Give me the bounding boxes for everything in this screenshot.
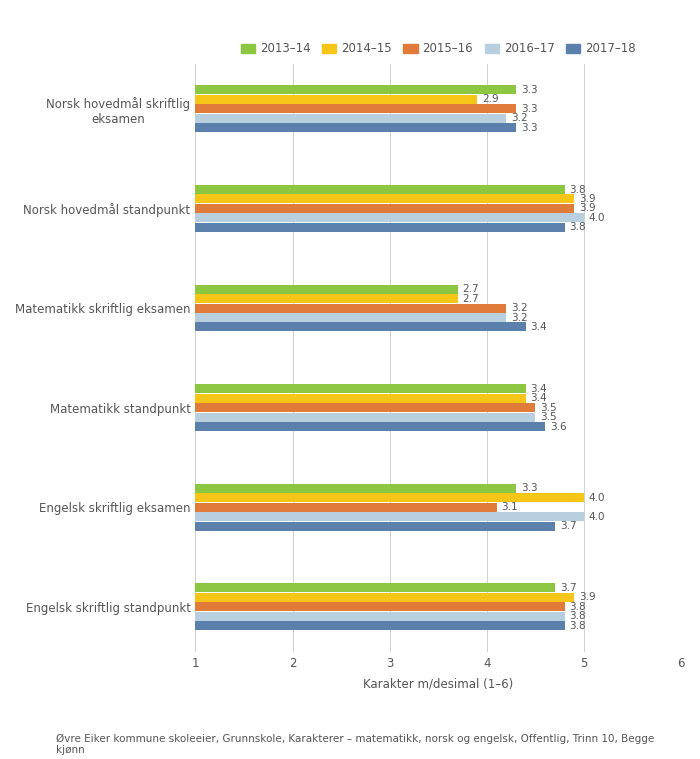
Text: 4.0: 4.0 [589,512,606,521]
Text: 3.5: 3.5 [540,402,557,413]
X-axis label: Karakter m/desimal (1–6): Karakter m/desimal (1–6) [363,678,513,691]
Bar [195,223,565,231]
Text: 3.7: 3.7 [560,583,576,593]
Legend: 2013–14, 2014–15, 2015–16, 2016–17, 2017–18: 2013–14, 2014–15, 2015–16, 2016–17, 2017… [236,38,640,60]
Bar [195,123,516,132]
Text: 3.4: 3.4 [531,322,547,332]
Bar [195,512,584,521]
Bar [195,593,575,602]
Text: 3.3: 3.3 [521,104,538,114]
Text: 3.9: 3.9 [579,592,596,603]
Text: 2.7: 2.7 [463,284,480,294]
Bar [195,304,506,313]
Bar [195,521,555,531]
Bar [195,204,575,213]
Text: 3.7: 3.7 [560,521,576,531]
Bar [195,483,516,493]
Bar [195,294,458,303]
Bar [195,394,526,403]
Text: 3.3: 3.3 [521,123,538,133]
Text: 4.0: 4.0 [589,493,606,502]
Text: 4.0: 4.0 [589,213,606,223]
Text: 3.3: 3.3 [521,483,538,493]
Bar [195,104,516,113]
Text: 3.8: 3.8 [570,184,586,194]
Text: 3.8: 3.8 [570,222,586,232]
Text: 3.4: 3.4 [531,384,547,394]
Bar [195,384,526,393]
Bar [195,95,477,104]
Bar [195,422,545,431]
Text: 3.2: 3.2 [511,303,528,313]
Bar [195,584,555,593]
Text: 2.9: 2.9 [482,94,498,105]
Bar [195,612,565,621]
Bar [195,114,506,123]
Bar [195,185,565,194]
Bar [195,622,565,630]
Bar [195,493,584,502]
Text: 3.4: 3.4 [531,393,547,403]
Text: 3.9: 3.9 [579,194,596,204]
Bar [195,285,458,294]
Text: 3.2: 3.2 [511,313,528,323]
Bar [195,413,536,421]
Text: 3.1: 3.1 [501,502,518,512]
Bar [195,213,584,222]
Bar [195,86,516,94]
Bar [195,323,526,332]
Text: 3.8: 3.8 [570,611,586,622]
Bar [195,403,536,412]
Text: Øvre Eiker kommune skoleeier, Grunnskole, Karakterer – matematikk, norsk og enge: Øvre Eiker kommune skoleeier, Grunnskole… [56,733,655,755]
Text: 3.8: 3.8 [570,621,586,631]
Text: 3.5: 3.5 [540,412,557,422]
Text: 3.8: 3.8 [570,602,586,612]
Bar [195,603,565,611]
Bar [195,194,575,203]
Bar [195,502,496,512]
Text: 3.3: 3.3 [521,85,538,95]
Text: 2.7: 2.7 [463,294,480,304]
Text: 3.6: 3.6 [550,421,567,432]
Text: 3.9: 3.9 [579,203,596,213]
Bar [195,313,506,322]
Text: 3.2: 3.2 [511,113,528,123]
